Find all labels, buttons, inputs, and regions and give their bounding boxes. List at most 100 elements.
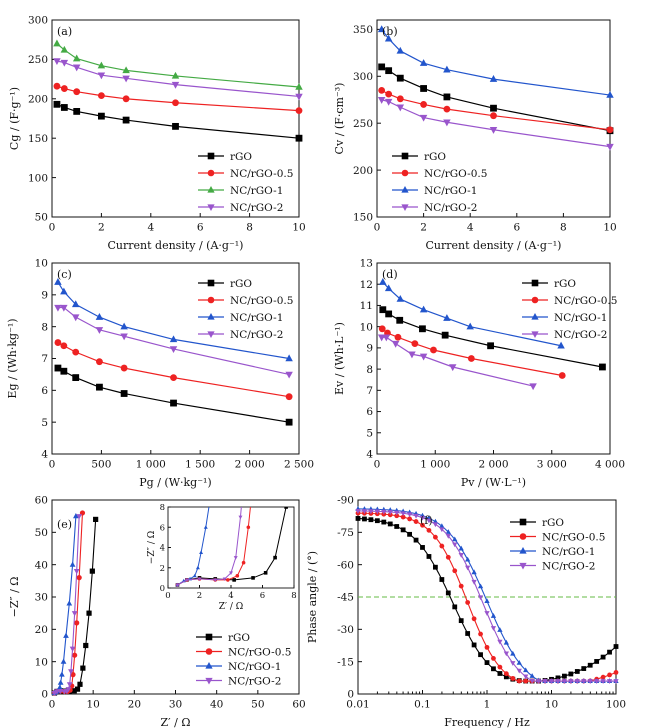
series-line — [54, 516, 77, 694]
data-point — [387, 510, 393, 515]
data-point — [394, 513, 400, 519]
data-point — [613, 670, 619, 675]
data-point — [89, 568, 95, 574]
data-point — [72, 374, 80, 381]
data-point — [516, 678, 522, 684]
data-point — [394, 524, 400, 529]
data-point — [587, 679, 593, 684]
data-point — [467, 355, 475, 362]
data-point — [73, 88, 81, 96]
data-point — [285, 418, 293, 426]
data-point — [606, 90, 614, 98]
data-point — [295, 134, 303, 142]
x-tick-label: 10 — [292, 222, 305, 234]
inset-x-axis-label: Z′ / Ω — [219, 602, 244, 612]
data-point — [419, 59, 428, 66]
legend-label: NC/rGO-1 — [424, 185, 477, 197]
x-tick-label: 4 000 — [595, 459, 625, 471]
data-point — [478, 631, 483, 637]
data-point — [60, 287, 68, 295]
data-point — [378, 325, 386, 333]
data-point — [361, 509, 368, 514]
data-point — [452, 542, 458, 548]
data-point — [122, 66, 130, 74]
data-point — [426, 554, 432, 559]
inset-y-tick-label: 8 — [160, 503, 165, 513]
x-tick-label: 0 — [49, 459, 56, 471]
data-point — [448, 364, 457, 372]
inset-data-point — [273, 555, 277, 560]
y-tick-label: 50 — [35, 527, 48, 539]
y-tick-label: 10 — [360, 321, 373, 333]
data-point — [568, 671, 574, 677]
data-point — [478, 652, 483, 658]
x-axis-label: Current density / (A·g⁻¹) — [108, 239, 244, 252]
legend-label: NC/rGO-2 — [228, 675, 281, 687]
inset-x-tick-label: 2 — [197, 591, 202, 601]
legend-marker — [205, 677, 213, 685]
legend-marker — [519, 547, 527, 554]
y-tick-label: 4 — [41, 449, 48, 461]
y-tick-label: 20 — [35, 624, 48, 636]
data-point — [606, 126, 614, 134]
data-point — [441, 331, 449, 339]
data-point — [535, 679, 542, 684]
data-point — [381, 519, 387, 525]
inset-data-point — [222, 577, 227, 582]
data-point — [439, 577, 445, 582]
x-tick-label: 2 000 — [235, 459, 265, 471]
data-point — [71, 314, 80, 322]
y-axis-label: Phase angle / (°) — [306, 551, 319, 643]
y-tick-label: 4 — [366, 449, 373, 461]
inset-data-point — [229, 571, 233, 575]
data-point — [73, 108, 81, 115]
series-line — [56, 60, 300, 98]
data-point — [396, 46, 405, 54]
x-tick-label: 10 — [603, 222, 616, 234]
data-point — [594, 659, 600, 664]
inset-data-point — [246, 525, 251, 530]
data-point — [489, 75, 498, 82]
data-point — [458, 553, 464, 558]
data-point — [60, 304, 68, 312]
data-point — [120, 333, 128, 341]
legend-label: NC/rGO-2 — [542, 560, 595, 572]
data-point — [497, 639, 503, 645]
inset-y-axis-label: −Z″ / Ω — [147, 531, 157, 564]
y-tick-label: 8 — [41, 321, 48, 333]
legend-label: rGO — [228, 632, 250, 644]
data-point — [503, 674, 509, 680]
data-point — [63, 632, 69, 638]
data-point — [581, 679, 587, 684]
data-point — [396, 95, 404, 103]
data-point — [396, 74, 404, 82]
data-point — [73, 513, 79, 519]
legend-label: rGO — [230, 278, 252, 290]
inset-data-point — [192, 573, 197, 578]
data-point — [419, 515, 426, 521]
panel-label: (d) — [382, 268, 398, 281]
data-point — [557, 341, 565, 349]
data-point — [523, 674, 529, 680]
data-point — [503, 651, 509, 657]
x-tick-label: 3 000 — [537, 459, 567, 471]
x-tick-label: 2 — [98, 222, 105, 234]
data-point — [80, 665, 86, 671]
data-point — [491, 656, 496, 661]
data-point — [443, 314, 451, 321]
data-point — [471, 579, 477, 585]
data-point — [170, 399, 177, 407]
legend-marker — [401, 204, 409, 211]
data-point — [77, 681, 83, 687]
data-point — [368, 509, 374, 515]
data-point — [439, 527, 445, 533]
series-line — [56, 85, 300, 112]
data-point — [295, 93, 303, 101]
x-tick-label: 30 — [169, 699, 182, 711]
y-tick-label: -60 — [337, 559, 354, 571]
data-point — [445, 533, 451, 539]
data-point — [59, 671, 65, 677]
legend-marker — [519, 518, 527, 526]
inset-plot — [175, 507, 288, 588]
inset-series-line — [177, 507, 242, 586]
